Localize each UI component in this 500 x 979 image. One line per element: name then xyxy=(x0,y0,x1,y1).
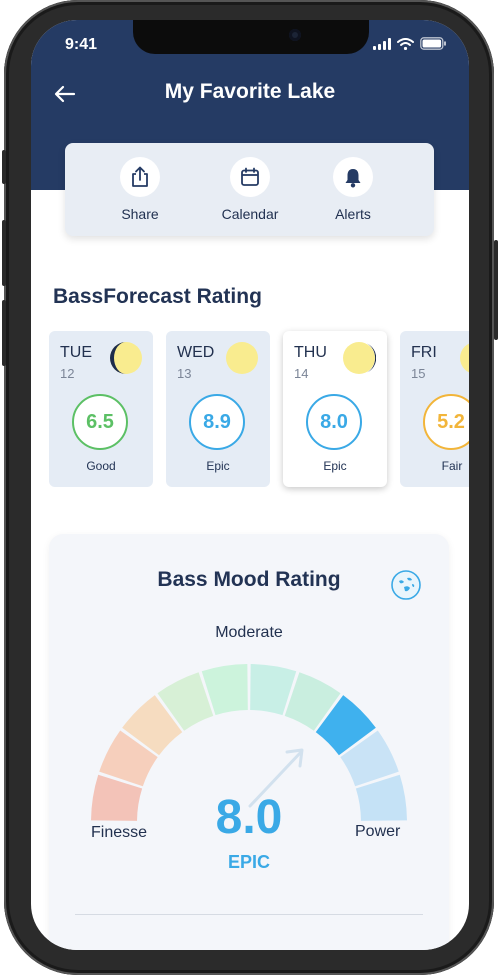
gauge-label-moderate: Moderate xyxy=(215,624,283,641)
gauge-segment xyxy=(340,730,399,787)
rating-circle: 8.0 xyxy=(306,394,362,450)
bell-icon-circle xyxy=(333,157,373,197)
status-icons xyxy=(373,37,447,50)
gauge-segments xyxy=(91,664,407,821)
alerts-label: Alerts xyxy=(335,206,371,222)
gauge-label-power: Power xyxy=(355,823,401,840)
day-name: TUE xyxy=(60,344,92,361)
mood-title: Bass Mood Rating xyxy=(157,568,341,591)
rating-value: 6.5 xyxy=(86,410,114,433)
day-name: WED xyxy=(177,344,215,361)
day-name: FRI xyxy=(411,344,437,361)
day-date: 12 xyxy=(60,366,75,381)
notch xyxy=(133,20,369,54)
gauge-segment xyxy=(91,774,143,821)
gauge-segment xyxy=(157,672,214,731)
moon-full-icon xyxy=(226,342,258,374)
mood-value-word: EPIC xyxy=(227,852,270,872)
rating-label: Epic xyxy=(323,459,347,473)
volume-up-button xyxy=(2,220,6,286)
day-card[interactable]: WED 13 8.9 Epic xyxy=(166,331,270,487)
rating-value: 5.2 xyxy=(437,410,465,433)
gauge-segment-active xyxy=(315,695,376,756)
card-divider xyxy=(75,914,423,915)
gauge-segment xyxy=(99,730,158,787)
power-button xyxy=(494,240,498,340)
rating-value: 8.9 xyxy=(203,410,231,433)
gauge-segment xyxy=(122,695,183,756)
gauge-segment xyxy=(201,664,248,716)
calendar-icon xyxy=(241,167,259,186)
back-arrow-icon[interactable] xyxy=(53,82,77,106)
rating-circle: 6.5 xyxy=(72,394,128,450)
battery-icon xyxy=(420,37,446,50)
wifi-icon xyxy=(397,37,414,50)
moon-full-icon xyxy=(460,343,469,373)
bass-mood-card: Bass Mood Rating Moderate Finesse Power … xyxy=(49,534,449,950)
day-date: 15 xyxy=(411,366,426,381)
rating-circle: 8.9 xyxy=(189,394,245,450)
alerts-button[interactable]: Alerts xyxy=(313,157,393,222)
gauge-label-finesse: Finesse xyxy=(91,824,148,841)
mood-gauge xyxy=(91,664,407,821)
day-card[interactable]: FRI 15 5.2 Fair xyxy=(400,331,469,487)
status-time: 9:41 xyxy=(65,36,98,53)
moon-gibbous-icon xyxy=(343,342,376,374)
page-title: My Favorite Lake xyxy=(164,80,336,103)
screen: 9:41 My Favorite Lake xyxy=(31,20,469,950)
globe-info-icon[interactable] xyxy=(390,569,422,601)
rating-value: 8.0 xyxy=(320,410,348,433)
day-card-selected[interactable]: THU 14 8.0 Epic xyxy=(283,331,387,487)
day-date: 14 xyxy=(294,366,309,381)
volume-down-button xyxy=(2,300,6,366)
front-camera xyxy=(289,29,301,41)
share-icon xyxy=(132,166,148,187)
gauge-segment xyxy=(284,672,341,731)
day-card[interactable]: TUE 12 6.5 Good xyxy=(49,331,153,487)
calendar-label: Calendar xyxy=(221,206,279,222)
gauge-segment xyxy=(250,664,297,716)
mute-switch xyxy=(2,150,6,184)
rating-circle: 5.2 xyxy=(423,394,469,450)
rating-label: Fair xyxy=(441,459,463,473)
calendar-icon-circle xyxy=(230,157,270,197)
day-date: 13 xyxy=(177,366,192,381)
moon-waning-crescent-icon xyxy=(110,342,142,374)
rating-label: Epic xyxy=(206,459,230,473)
share-icon-circle xyxy=(120,157,160,197)
calendar-button[interactable]: Calendar xyxy=(210,157,290,222)
rating-label: Good xyxy=(86,459,116,473)
mood-value: 8.0 xyxy=(215,791,283,844)
forecast-section-title: BassForecast Rating xyxy=(53,285,262,308)
share-button[interactable]: Share xyxy=(100,157,180,222)
gauge-pointer-arrow xyxy=(248,748,304,808)
signal-icon xyxy=(373,37,391,50)
bell-icon xyxy=(345,168,361,187)
gauge-segment xyxy=(355,774,407,821)
day-name: THU xyxy=(294,344,327,361)
action-bar: Share Calendar Alerts xyxy=(65,143,434,236)
share-label: Share xyxy=(121,206,159,222)
